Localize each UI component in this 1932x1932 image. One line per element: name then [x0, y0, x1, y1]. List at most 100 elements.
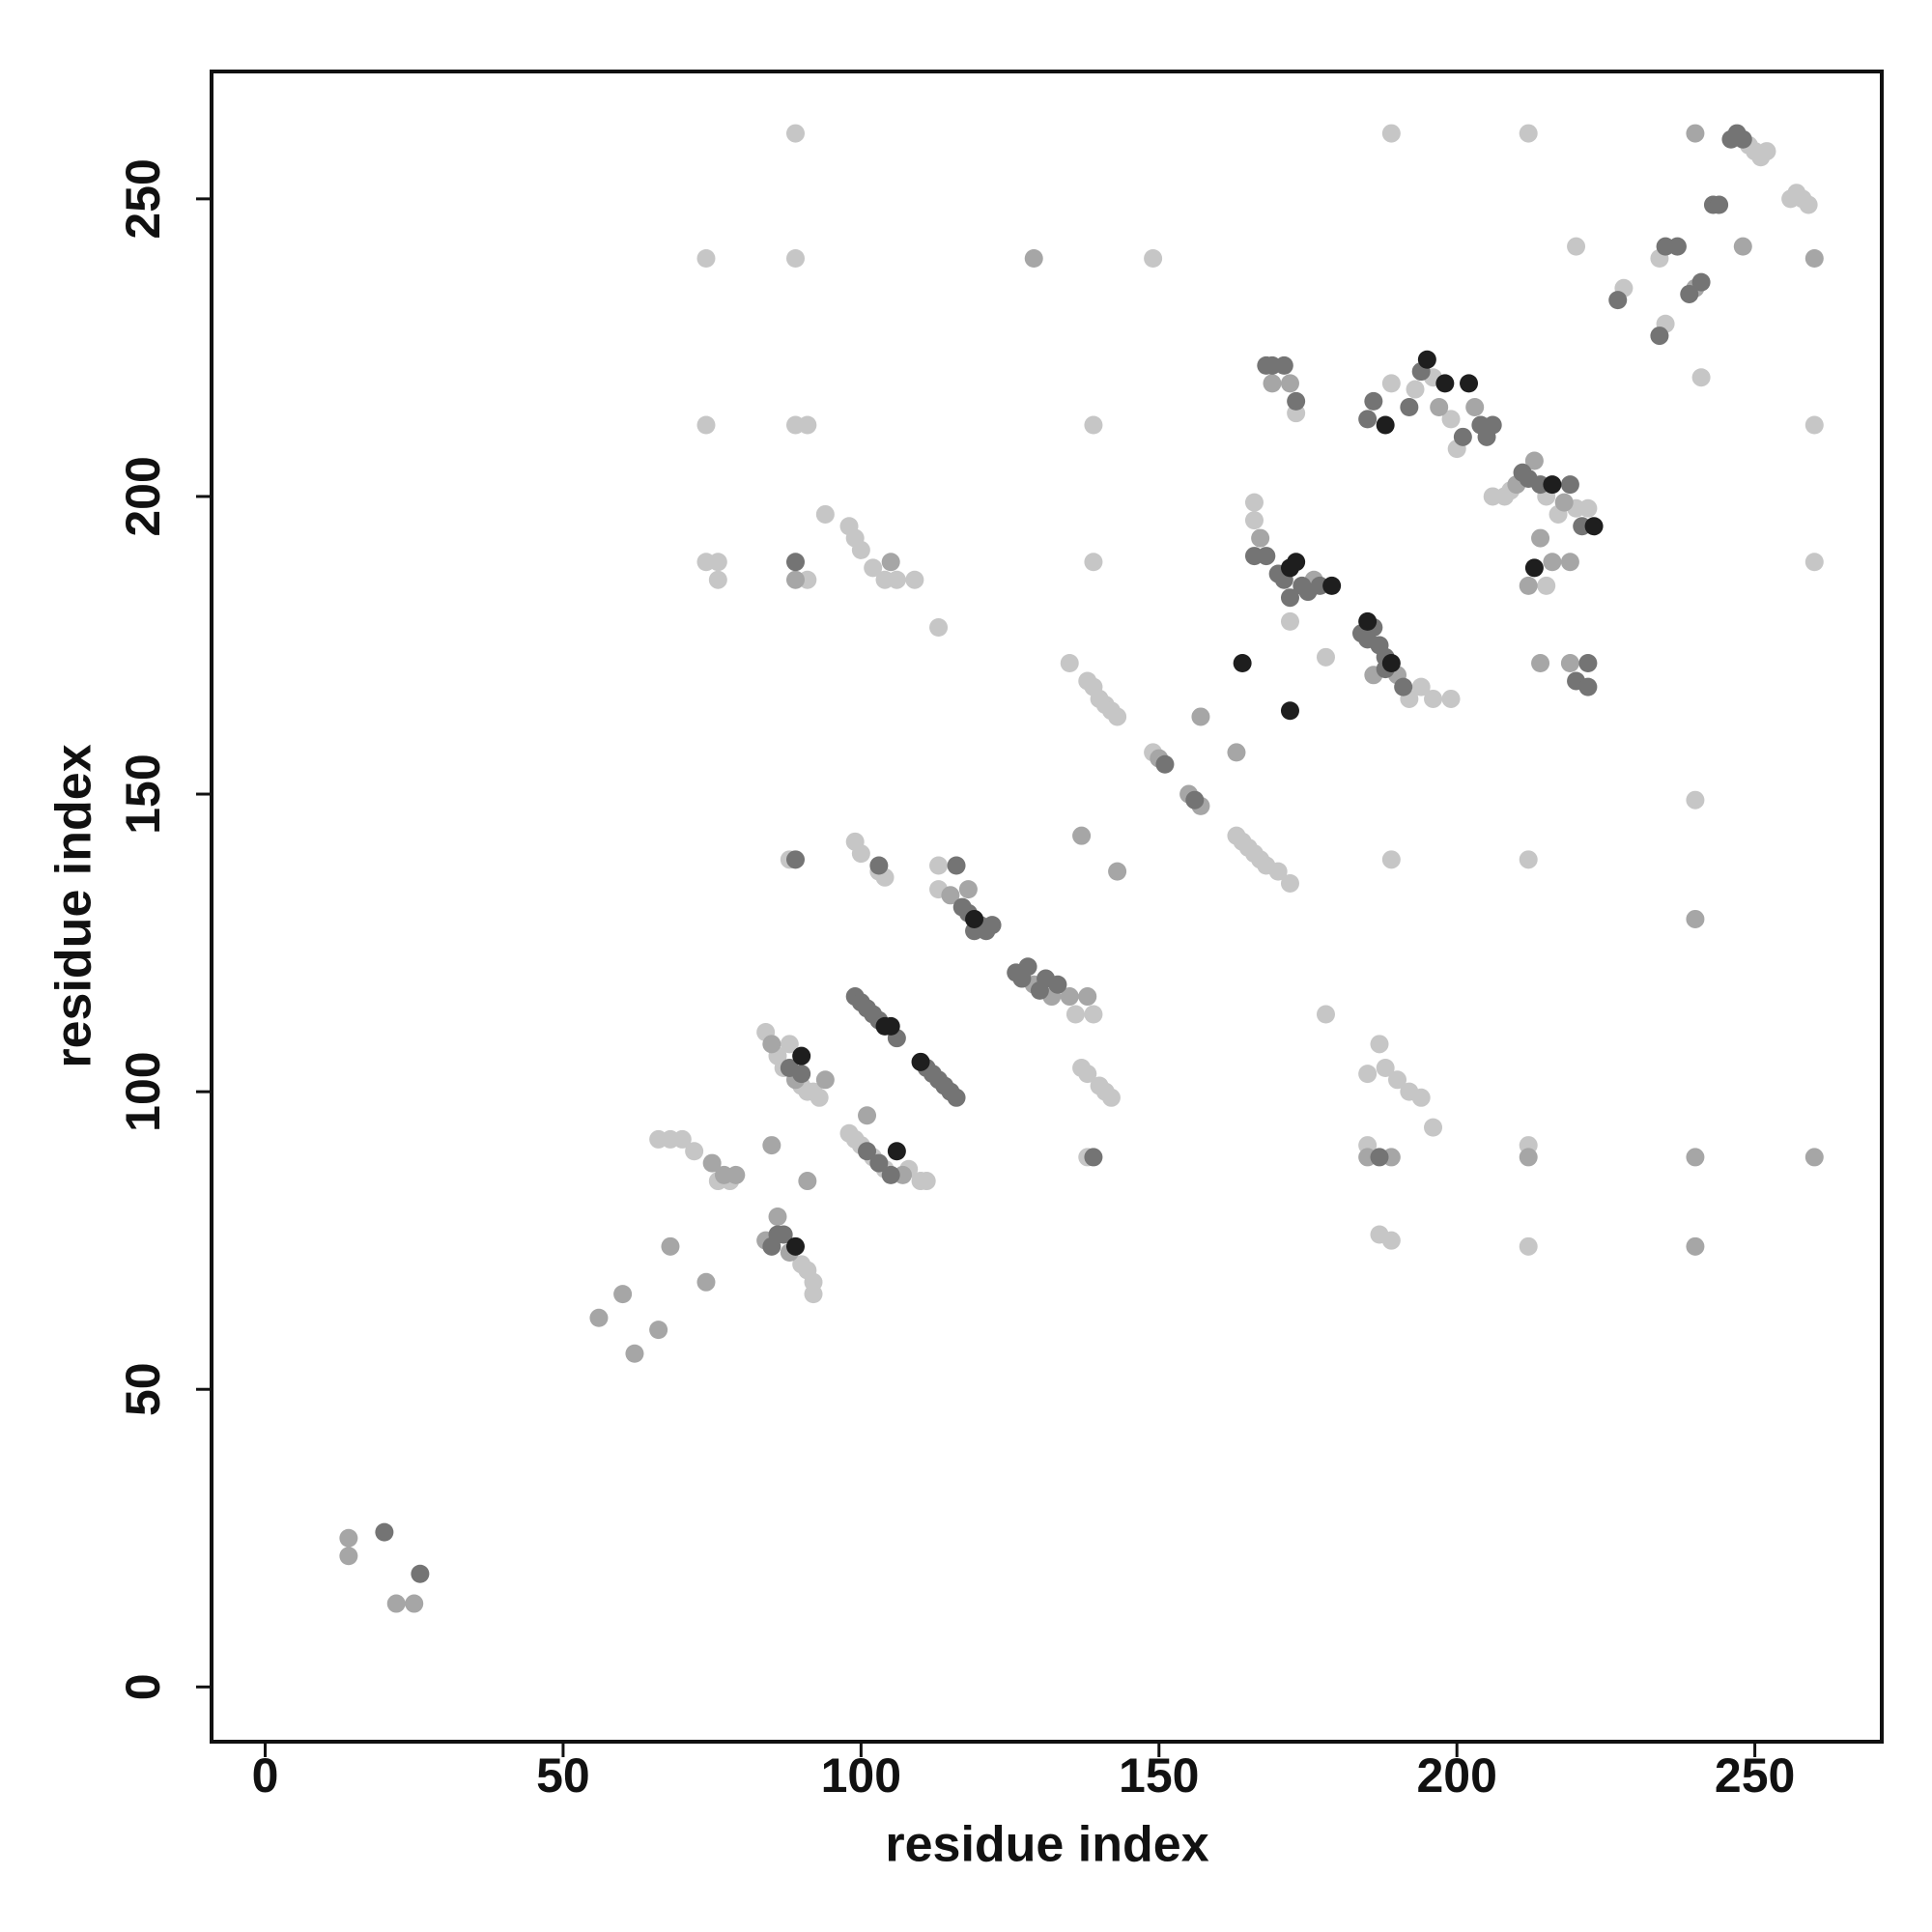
point — [869, 1153, 889, 1173]
point — [1185, 790, 1205, 810]
point — [1358, 611, 1378, 631]
point — [1804, 248, 1824, 268]
point — [864, 558, 883, 578]
point — [768, 1208, 787, 1227]
point — [786, 850, 806, 869]
point — [1024, 248, 1043, 268]
point — [965, 909, 984, 928]
point — [887, 1142, 906, 1161]
point — [780, 1035, 799, 1054]
point — [1233, 653, 1252, 672]
point — [1667, 237, 1687, 256]
point — [792, 1046, 811, 1065]
point — [1804, 553, 1824, 572]
point — [1316, 1005, 1335, 1024]
y-tick-label: 200 — [116, 456, 170, 536]
point — [1381, 374, 1401, 393]
point — [1686, 1148, 1705, 1167]
point — [1364, 391, 1383, 411]
point — [1370, 1148, 1389, 1167]
point — [1280, 374, 1299, 393]
y-tick-label: 100 — [116, 1051, 170, 1131]
point — [1244, 511, 1264, 530]
point — [792, 1065, 811, 1084]
point — [1567, 237, 1586, 256]
point — [815, 504, 835, 524]
point — [929, 856, 949, 875]
point — [1268, 862, 1288, 881]
point — [1519, 576, 1538, 595]
point — [815, 1070, 835, 1090]
point — [1358, 1065, 1378, 1084]
point — [1560, 553, 1579, 572]
point — [1680, 284, 1699, 303]
point — [1519, 1148, 1538, 1167]
point — [1388, 1070, 1407, 1090]
point — [1578, 498, 1598, 518]
point — [1608, 291, 1628, 310]
point — [1757, 142, 1776, 161]
point — [1060, 653, 1079, 672]
plot-frame — [210, 70, 1884, 1744]
point — [1274, 355, 1293, 375]
point — [1524, 451, 1544, 470]
point — [1584, 517, 1604, 536]
point — [887, 570, 906, 589]
point — [1710, 195, 1729, 214]
x-tick-label: 250 — [1715, 1748, 1795, 1803]
point — [708, 570, 727, 589]
point — [1280, 701, 1299, 721]
point — [881, 553, 900, 572]
point — [1411, 1088, 1431, 1107]
point — [905, 570, 924, 589]
point — [881, 1016, 900, 1036]
point — [1430, 398, 1449, 417]
point — [672, 1129, 692, 1149]
point — [1287, 553, 1306, 572]
point — [941, 886, 960, 905]
point — [911, 1052, 930, 1071]
point — [1411, 677, 1431, 696]
point — [1078, 987, 1097, 1007]
point — [798, 1172, 817, 1191]
point — [1381, 1231, 1401, 1250]
point — [1453, 427, 1472, 446]
point — [1108, 707, 1127, 726]
y-tick-label: 150 — [116, 753, 170, 834]
point — [649, 1321, 668, 1340]
point — [929, 618, 949, 638]
point — [1316, 647, 1335, 667]
point — [1560, 653, 1579, 672]
point — [1460, 374, 1479, 393]
point — [1060, 987, 1079, 1007]
point — [1257, 547, 1276, 566]
point — [982, 916, 1002, 935]
point — [1441, 689, 1461, 708]
point — [1543, 475, 1562, 495]
point — [696, 1272, 716, 1292]
point — [762, 1136, 781, 1155]
point — [858, 1142, 877, 1161]
point — [768, 1225, 787, 1244]
point — [1733, 237, 1752, 256]
point — [1381, 850, 1401, 869]
point — [1733, 129, 1752, 149]
point — [1531, 653, 1550, 672]
point — [1078, 1065, 1097, 1084]
y-axis-title: residue index — [46, 744, 102, 1067]
point — [958, 880, 978, 899]
point — [1686, 790, 1705, 810]
point — [339, 1547, 358, 1566]
point — [786, 553, 806, 572]
point — [1406, 380, 1425, 399]
x-tick-label: 0 — [252, 1748, 279, 1803]
y-tick-label: 0 — [116, 1673, 170, 1700]
point — [810, 1088, 829, 1107]
point — [1578, 677, 1598, 696]
point — [1804, 1148, 1824, 1167]
point — [786, 248, 806, 268]
point — [1394, 677, 1413, 696]
point — [1322, 576, 1342, 595]
point — [869, 856, 889, 875]
